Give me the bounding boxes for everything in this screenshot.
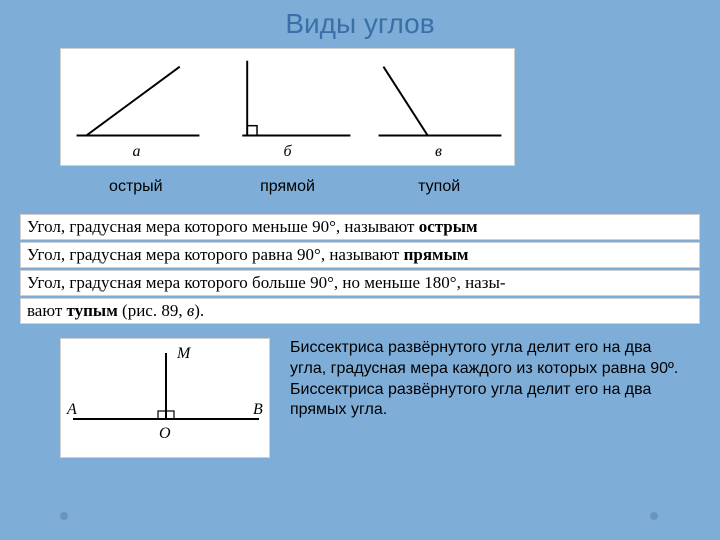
label-A: A [67, 401, 77, 419]
angle-figures-panel: а б в [60, 48, 515, 166]
label-M: M [177, 345, 190, 363]
bisector-figure: A B O M [60, 338, 270, 458]
caption-obtuse: тупой [363, 178, 515, 196]
angle-captions: острый прямой тупой [60, 178, 515, 196]
definition-line: вают тупым (рис. 89, в). [20, 298, 700, 324]
angle-letter-a: а [61, 143, 212, 161]
definition-line: Угол, градусная мера которого больше 90°… [20, 270, 700, 296]
angle-obtuse: в [363, 49, 514, 165]
angle-letter-v: в [363, 143, 514, 161]
caption-right: прямой [212, 178, 364, 196]
label-B: B [253, 401, 263, 419]
angle-letter-b: б [212, 143, 363, 161]
decoration-dot [60, 512, 68, 520]
definition-line: Угол, градусная мера которого равна 90°,… [20, 242, 700, 268]
caption-acute: острый [60, 178, 212, 196]
bisector-text: Биссектриса развёрнутого угла делит его … [290, 338, 690, 421]
label-O: O [159, 425, 171, 443]
definitions-block: Угол, градусная мера которого меньше 90°… [20, 214, 700, 326]
decoration-dot [650, 512, 658, 520]
angle-acute: а [61, 49, 212, 165]
slide-title: Виды углов [0, 8, 720, 40]
definition-line: Угол, градусная мера которого меньше 90°… [20, 214, 700, 240]
angle-right: б [212, 49, 363, 165]
